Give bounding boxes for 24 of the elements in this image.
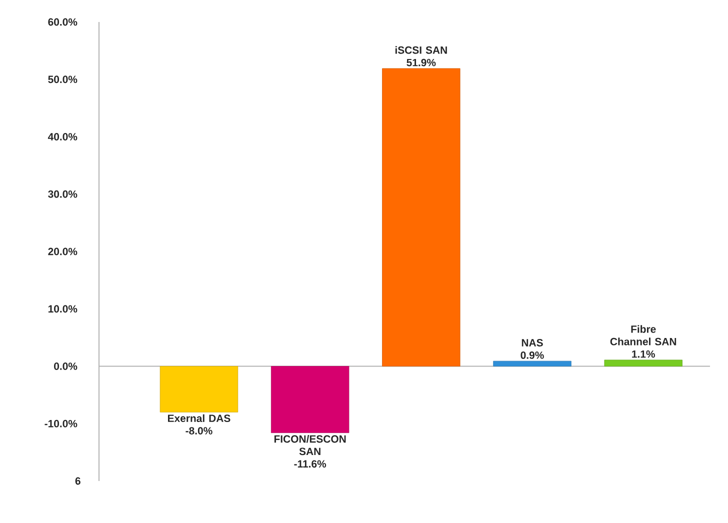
x-tick-label: iSCSI SAN <box>395 46 447 54</box>
bar <box>160 366 238 412</box>
data-label: -11.6% <box>294 460 326 468</box>
y-tick-label: 40.0% <box>48 133 78 140</box>
data-label: 1.1% <box>632 350 655 358</box>
text: 6 <box>75 477 80 485</box>
bar <box>382 68 460 366</box>
data-label: 51.9% <box>406 58 436 66</box>
data-label: -8.0% <box>186 427 212 434</box>
x-tick-label: FICON/ESCON SAN <box>274 435 346 456</box>
y-tick-label: 50.0% <box>48 76 78 84</box>
bar <box>493 360 572 366</box>
y-tick-label: -10.0% <box>44 420 78 428</box>
x-tick-label: NAS <box>522 339 543 346</box>
y-tick-label: 20.0% <box>48 248 78 256</box>
x-tick-label: Fibre Channel SAN <box>610 325 676 346</box>
y-tick-label: 10.0% <box>48 305 78 313</box>
x-tick-label: Exernal DAS <box>168 414 230 422</box>
y-tick-label: 30.0% <box>48 190 78 198</box>
bar <box>604 360 682 366</box>
y-tick-label: 0.0% <box>54 362 78 370</box>
y-tick-label: 60.0% <box>48 18 78 26</box>
bar <box>270 366 350 434</box>
data-label: 0.9% <box>520 351 544 359</box>
